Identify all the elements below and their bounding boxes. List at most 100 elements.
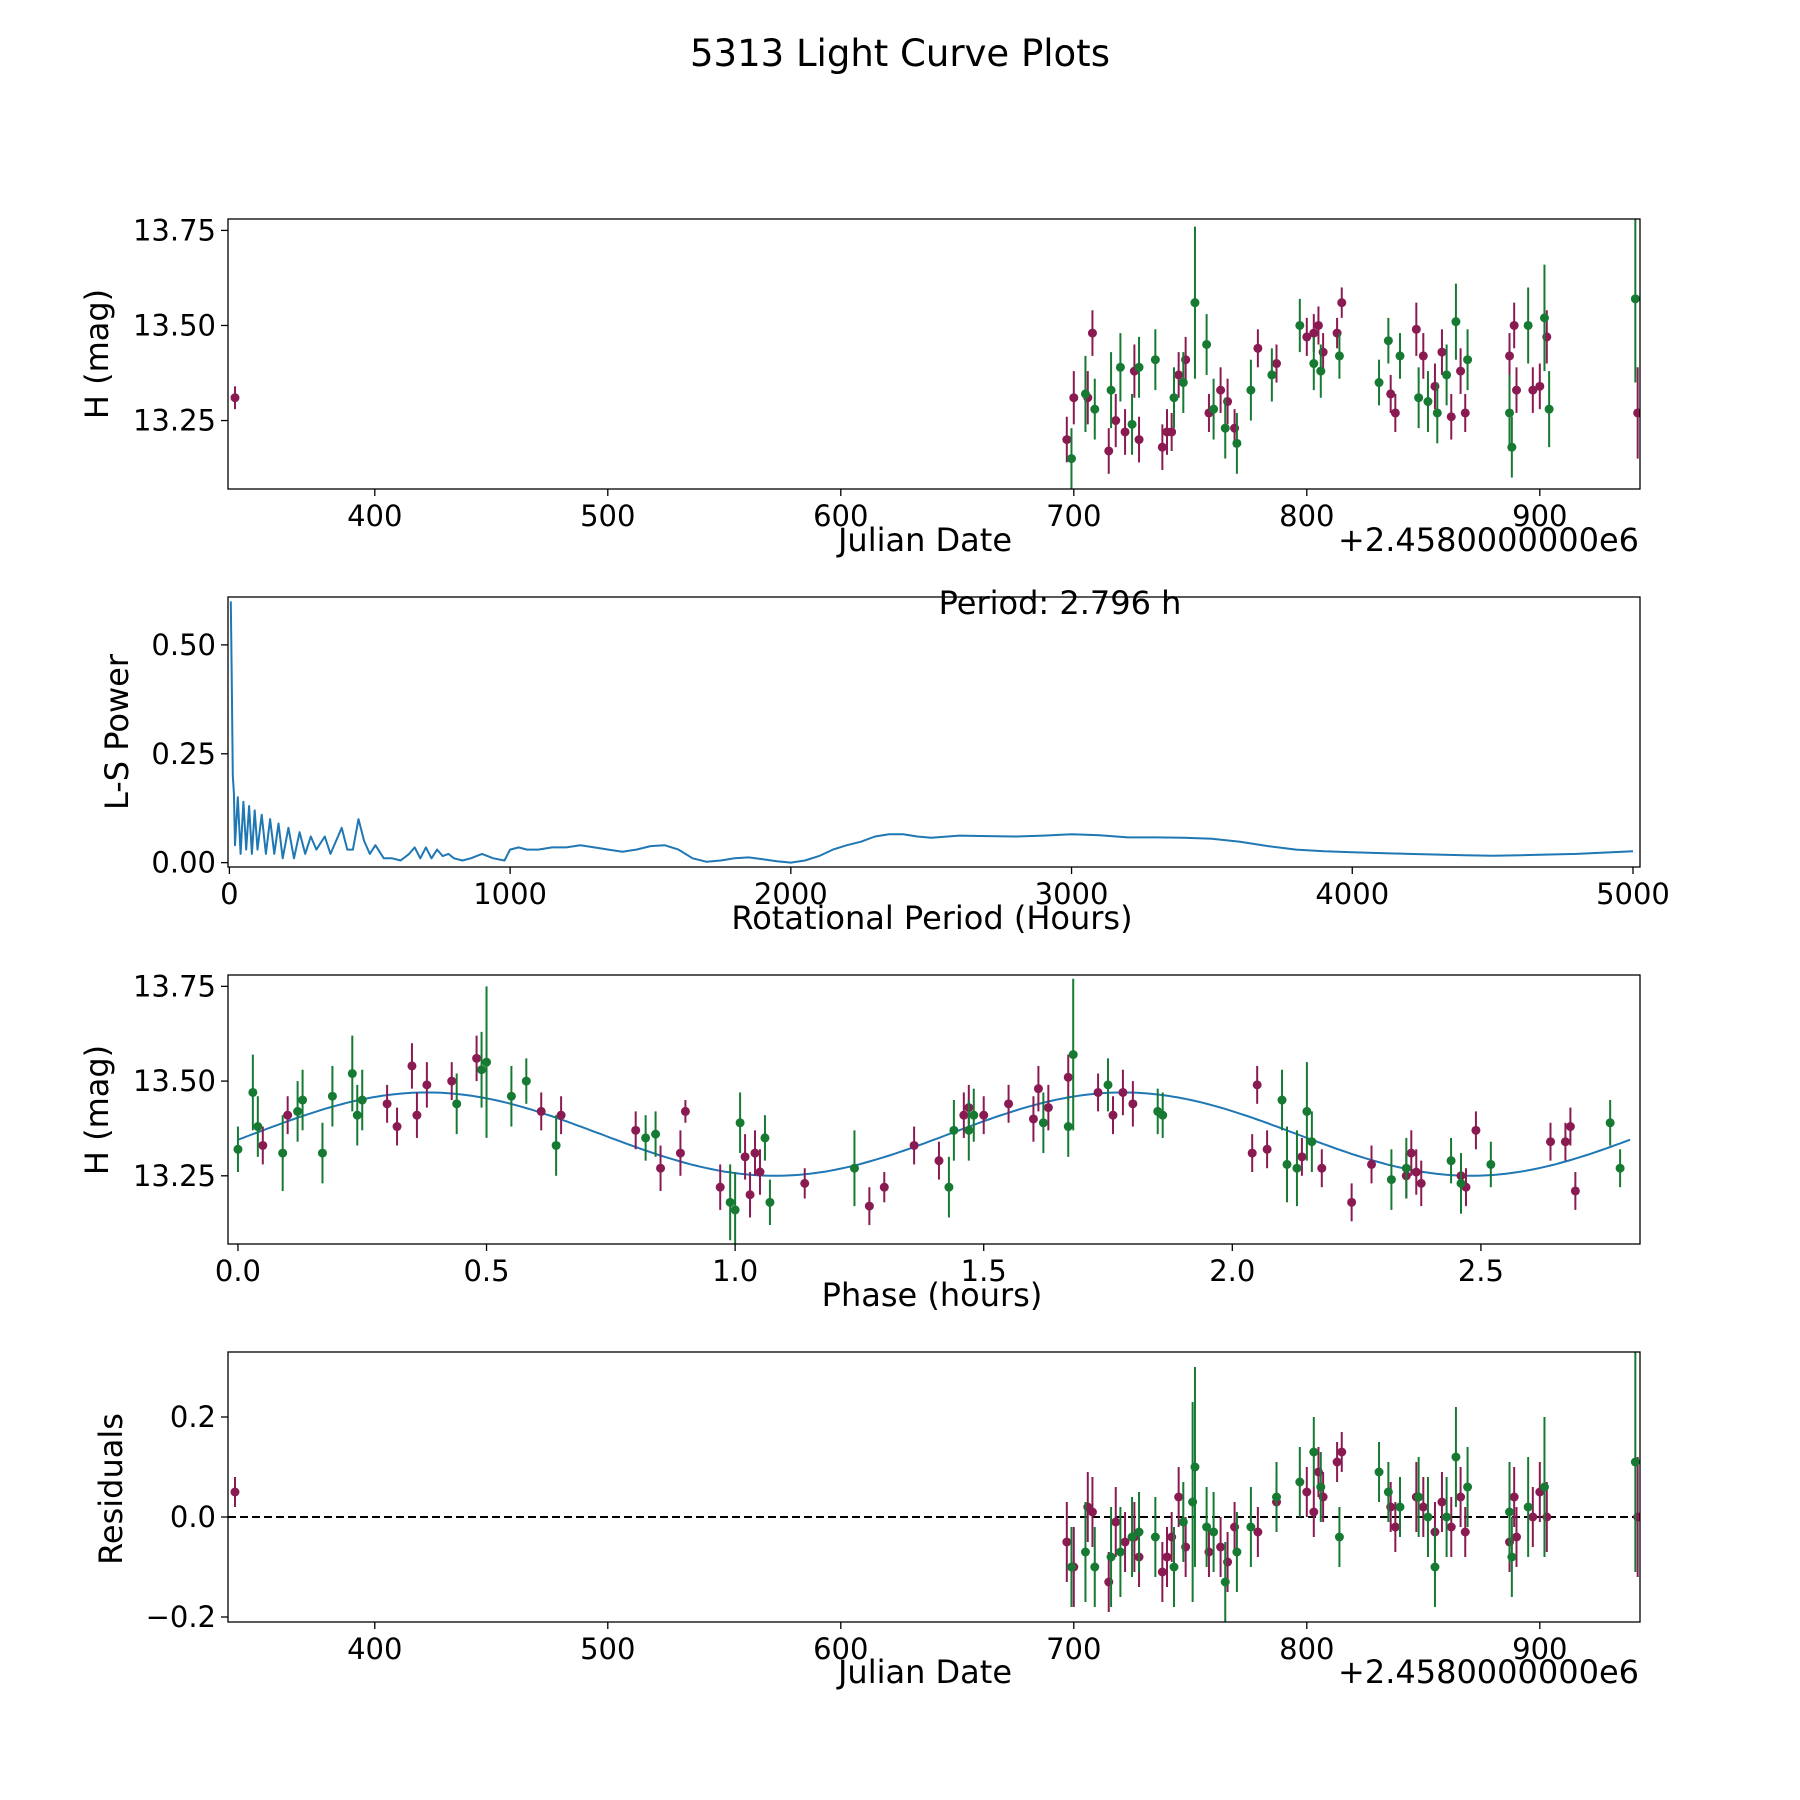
y-tick-label: 0.50 <box>151 628 216 662</box>
point-marker <box>556 1110 566 1120</box>
residuals-xlabel: Julian Date <box>836 1653 1012 1691</box>
point-marker <box>1423 397 1433 407</box>
point-marker <box>1460 1527 1470 1537</box>
point-marker <box>1528 1512 1538 1522</box>
point-marker <box>1302 1487 1312 1497</box>
data-point <box>1463 1447 1473 1527</box>
point-marker <box>1090 1562 1100 1572</box>
point-marker <box>1068 1050 1078 1060</box>
data-point <box>1127 393 1137 455</box>
data-point <box>1383 317 1393 364</box>
data-point <box>1374 359 1384 406</box>
y-tick-label: −0.2 <box>146 1600 216 1634</box>
data-point <box>1509 1467 1519 1527</box>
point-marker <box>1267 370 1277 380</box>
data-point <box>1157 424 1167 470</box>
data-point <box>1418 333 1428 379</box>
point-marker <box>1442 370 1452 380</box>
point-marker <box>1509 1492 1519 1502</box>
data-point <box>327 1065 337 1127</box>
data-point <box>1150 329 1160 391</box>
point-marker <box>506 1091 516 1101</box>
point-marker <box>944 1182 954 1192</box>
data-point <box>1253 329 1263 368</box>
data-point <box>1178 1482 1188 1562</box>
point-marker <box>412 1110 422 1120</box>
data-point <box>1209 378 1219 440</box>
point-marker <box>1451 317 1461 327</box>
point-marker <box>1202 1522 1212 1532</box>
point-marker <box>1087 1507 1097 1517</box>
point-marker <box>1535 381 1545 391</box>
data-point <box>1202 1487 1212 1567</box>
point-marker <box>1307 1137 1317 1147</box>
periodogram-panel: 0 1000 2000 3000 4000 5000 0.00 0.25 0.50 Period… <box>98 584 1670 937</box>
point-marker <box>1309 1507 1319 1517</box>
point-marker <box>1209 1527 1219 1537</box>
data-point <box>1307 1111 1317 1173</box>
point-marker <box>447 1076 457 1086</box>
data-point <box>1337 287 1347 318</box>
point-marker <box>1295 1477 1305 1487</box>
data-point <box>1292 1130 1302 1207</box>
data-point <box>1282 1126 1292 1203</box>
data-point <box>1451 283 1461 360</box>
point-marker <box>1302 1106 1312 1116</box>
data-point <box>1505 333 1515 379</box>
data-point <box>1546 1122 1556 1161</box>
data-point <box>1570 1172 1580 1210</box>
point-marker <box>1127 1532 1137 1542</box>
data-point <box>1337 1432 1347 1472</box>
point-marker <box>1062 1537 1072 1547</box>
data-point <box>1272 344 1282 383</box>
point-marker <box>536 1106 546 1116</box>
residuals-plot-area: 400 500 600 700 800 900 −0.2 0.0 0.2 <box>146 1351 1641 1666</box>
point-marker <box>1463 355 1473 365</box>
point-marker <box>1446 412 1456 422</box>
point-marker <box>1069 393 1079 403</box>
x-tick-label: 800 <box>1279 1632 1334 1666</box>
point-marker <box>1178 1517 1188 1527</box>
point-marker <box>1456 1178 1466 1188</box>
point-marker <box>740 1152 750 1162</box>
point-marker <box>1423 1512 1433 1522</box>
point-marker <box>1332 1457 1342 1467</box>
data-point <box>1302 1467 1312 1517</box>
point-marker <box>1395 351 1405 361</box>
point-marker <box>1316 1482 1326 1492</box>
point-marker <box>357 1095 367 1105</box>
point-marker <box>1430 1562 1440 1572</box>
x-tick-label: 1000 <box>473 877 547 911</box>
point-marker <box>1309 328 1319 338</box>
x-tick-label: 700 <box>1046 499 1101 533</box>
data-point <box>979 1096 989 1135</box>
data-point <box>1169 1527 1179 1607</box>
point-marker <box>1505 351 1515 361</box>
point-marker <box>959 1110 969 1120</box>
point-marker <box>1560 1137 1570 1147</box>
point-marker <box>1374 378 1384 388</box>
data-point <box>1446 393 1456 440</box>
point-marker <box>849 1163 859 1173</box>
point-marker <box>1390 1522 1400 1532</box>
data-point <box>1062 1502 1072 1582</box>
data-point <box>1216 1517 1226 1577</box>
data-point <box>1080 355 1090 432</box>
point-marker <box>1277 1095 1287 1105</box>
data-point <box>1456 1153 1466 1214</box>
point-marker <box>1512 1532 1522 1542</box>
data-point <box>1505 374 1515 451</box>
data-point <box>1087 1477 1097 1547</box>
data-point <box>1134 336 1144 398</box>
point-marker <box>1004 1099 1014 1109</box>
point-marker <box>1190 1462 1200 1472</box>
point-marker <box>1605 1118 1615 1128</box>
data-point <box>1460 1507 1470 1557</box>
data-point <box>1390 1502 1400 1552</box>
x-tick-label: 600 <box>813 499 868 533</box>
data-point <box>1262 1130 1272 1169</box>
point-marker <box>230 393 240 403</box>
point-marker <box>1162 1552 1172 1562</box>
point-marker <box>1115 362 1125 372</box>
data-point <box>1252 1065 1262 1104</box>
